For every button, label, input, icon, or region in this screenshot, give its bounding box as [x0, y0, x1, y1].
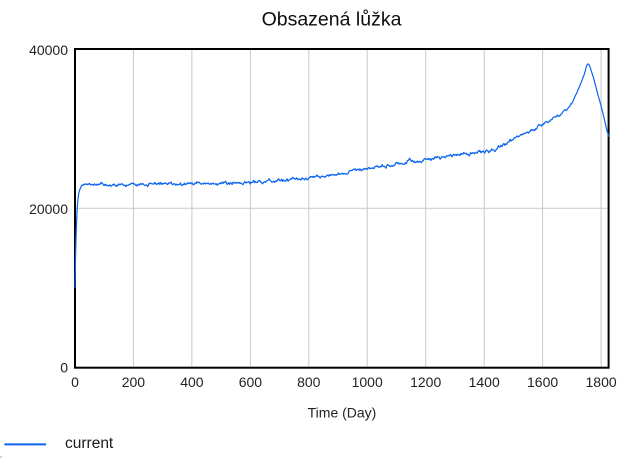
- svg-text:current: current: [65, 435, 114, 452]
- svg-text:1000: 1000: [352, 374, 383, 390]
- svg-text:Time (Day): Time (Day): [308, 404, 377, 420]
- svg-text:800: 800: [297, 374, 321, 390]
- svg-text:600: 600: [239, 374, 263, 390]
- svg-text:1400: 1400: [469, 374, 500, 390]
- svg-text:400: 400: [180, 374, 204, 390]
- svg-text:200: 200: [122, 374, 146, 390]
- svg-text:1800: 1800: [586, 374, 617, 390]
- svg-text:1600: 1600: [527, 374, 558, 390]
- svg-text:40000: 40000: [29, 42, 68, 58]
- svg-text:0: 0: [71, 374, 79, 390]
- svg-text:Obsazená lůžka: Obsazená lůžka: [262, 8, 402, 30]
- svg-text:1200: 1200: [410, 374, 441, 390]
- svg-text:0: 0: [60, 360, 68, 376]
- svg-text:20000: 20000: [29, 201, 68, 217]
